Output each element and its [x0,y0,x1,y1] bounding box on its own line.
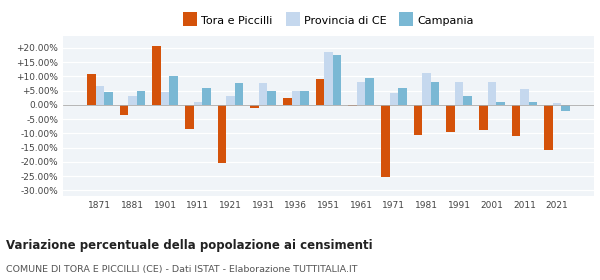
Bar [553,103,562,105]
Bar [463,96,472,105]
Bar [226,96,235,105]
Bar [431,82,439,105]
Bar [479,105,488,130]
Bar [488,82,496,105]
Bar [512,105,520,136]
Bar [292,90,300,105]
Bar [185,105,194,129]
Bar [520,89,529,105]
Bar [529,102,537,105]
Bar [194,102,202,105]
Bar [455,82,463,105]
Bar [544,105,553,150]
Bar [152,46,161,105]
Bar [349,105,357,106]
Bar [87,74,95,105]
Bar [316,79,324,105]
Bar [333,55,341,105]
Bar [324,52,333,105]
Bar [365,78,374,105]
Bar [562,105,570,111]
Bar [169,76,178,105]
Bar [235,83,243,105]
Bar [300,90,308,105]
Bar [268,90,276,105]
Bar [381,105,389,178]
Bar [161,92,169,105]
Bar [422,73,431,105]
Bar [104,92,113,105]
Bar [259,83,268,105]
Bar [398,88,407,105]
Bar [446,105,455,132]
Bar [95,86,104,105]
Bar [283,98,292,105]
Text: Variazione percentuale della popolazione ai censimenti: Variazione percentuale della popolazione… [6,239,373,252]
Bar [218,105,226,163]
Bar [496,102,505,105]
Bar [250,105,259,108]
Bar [389,94,398,105]
Bar [202,88,211,105]
Bar [137,90,145,105]
Text: COMUNE DI TORA E PICCILLI (CE) - Dati ISTAT - Elaborazione TUTTITALIA.IT: COMUNE DI TORA E PICCILLI (CE) - Dati IS… [6,265,358,274]
Bar [120,105,128,115]
Legend: Tora e Piccilli, Provincia di CE, Campania: Tora e Piccilli, Provincia di CE, Campan… [179,10,478,30]
Bar [414,105,422,135]
Bar [357,82,365,105]
Bar [128,96,137,105]
